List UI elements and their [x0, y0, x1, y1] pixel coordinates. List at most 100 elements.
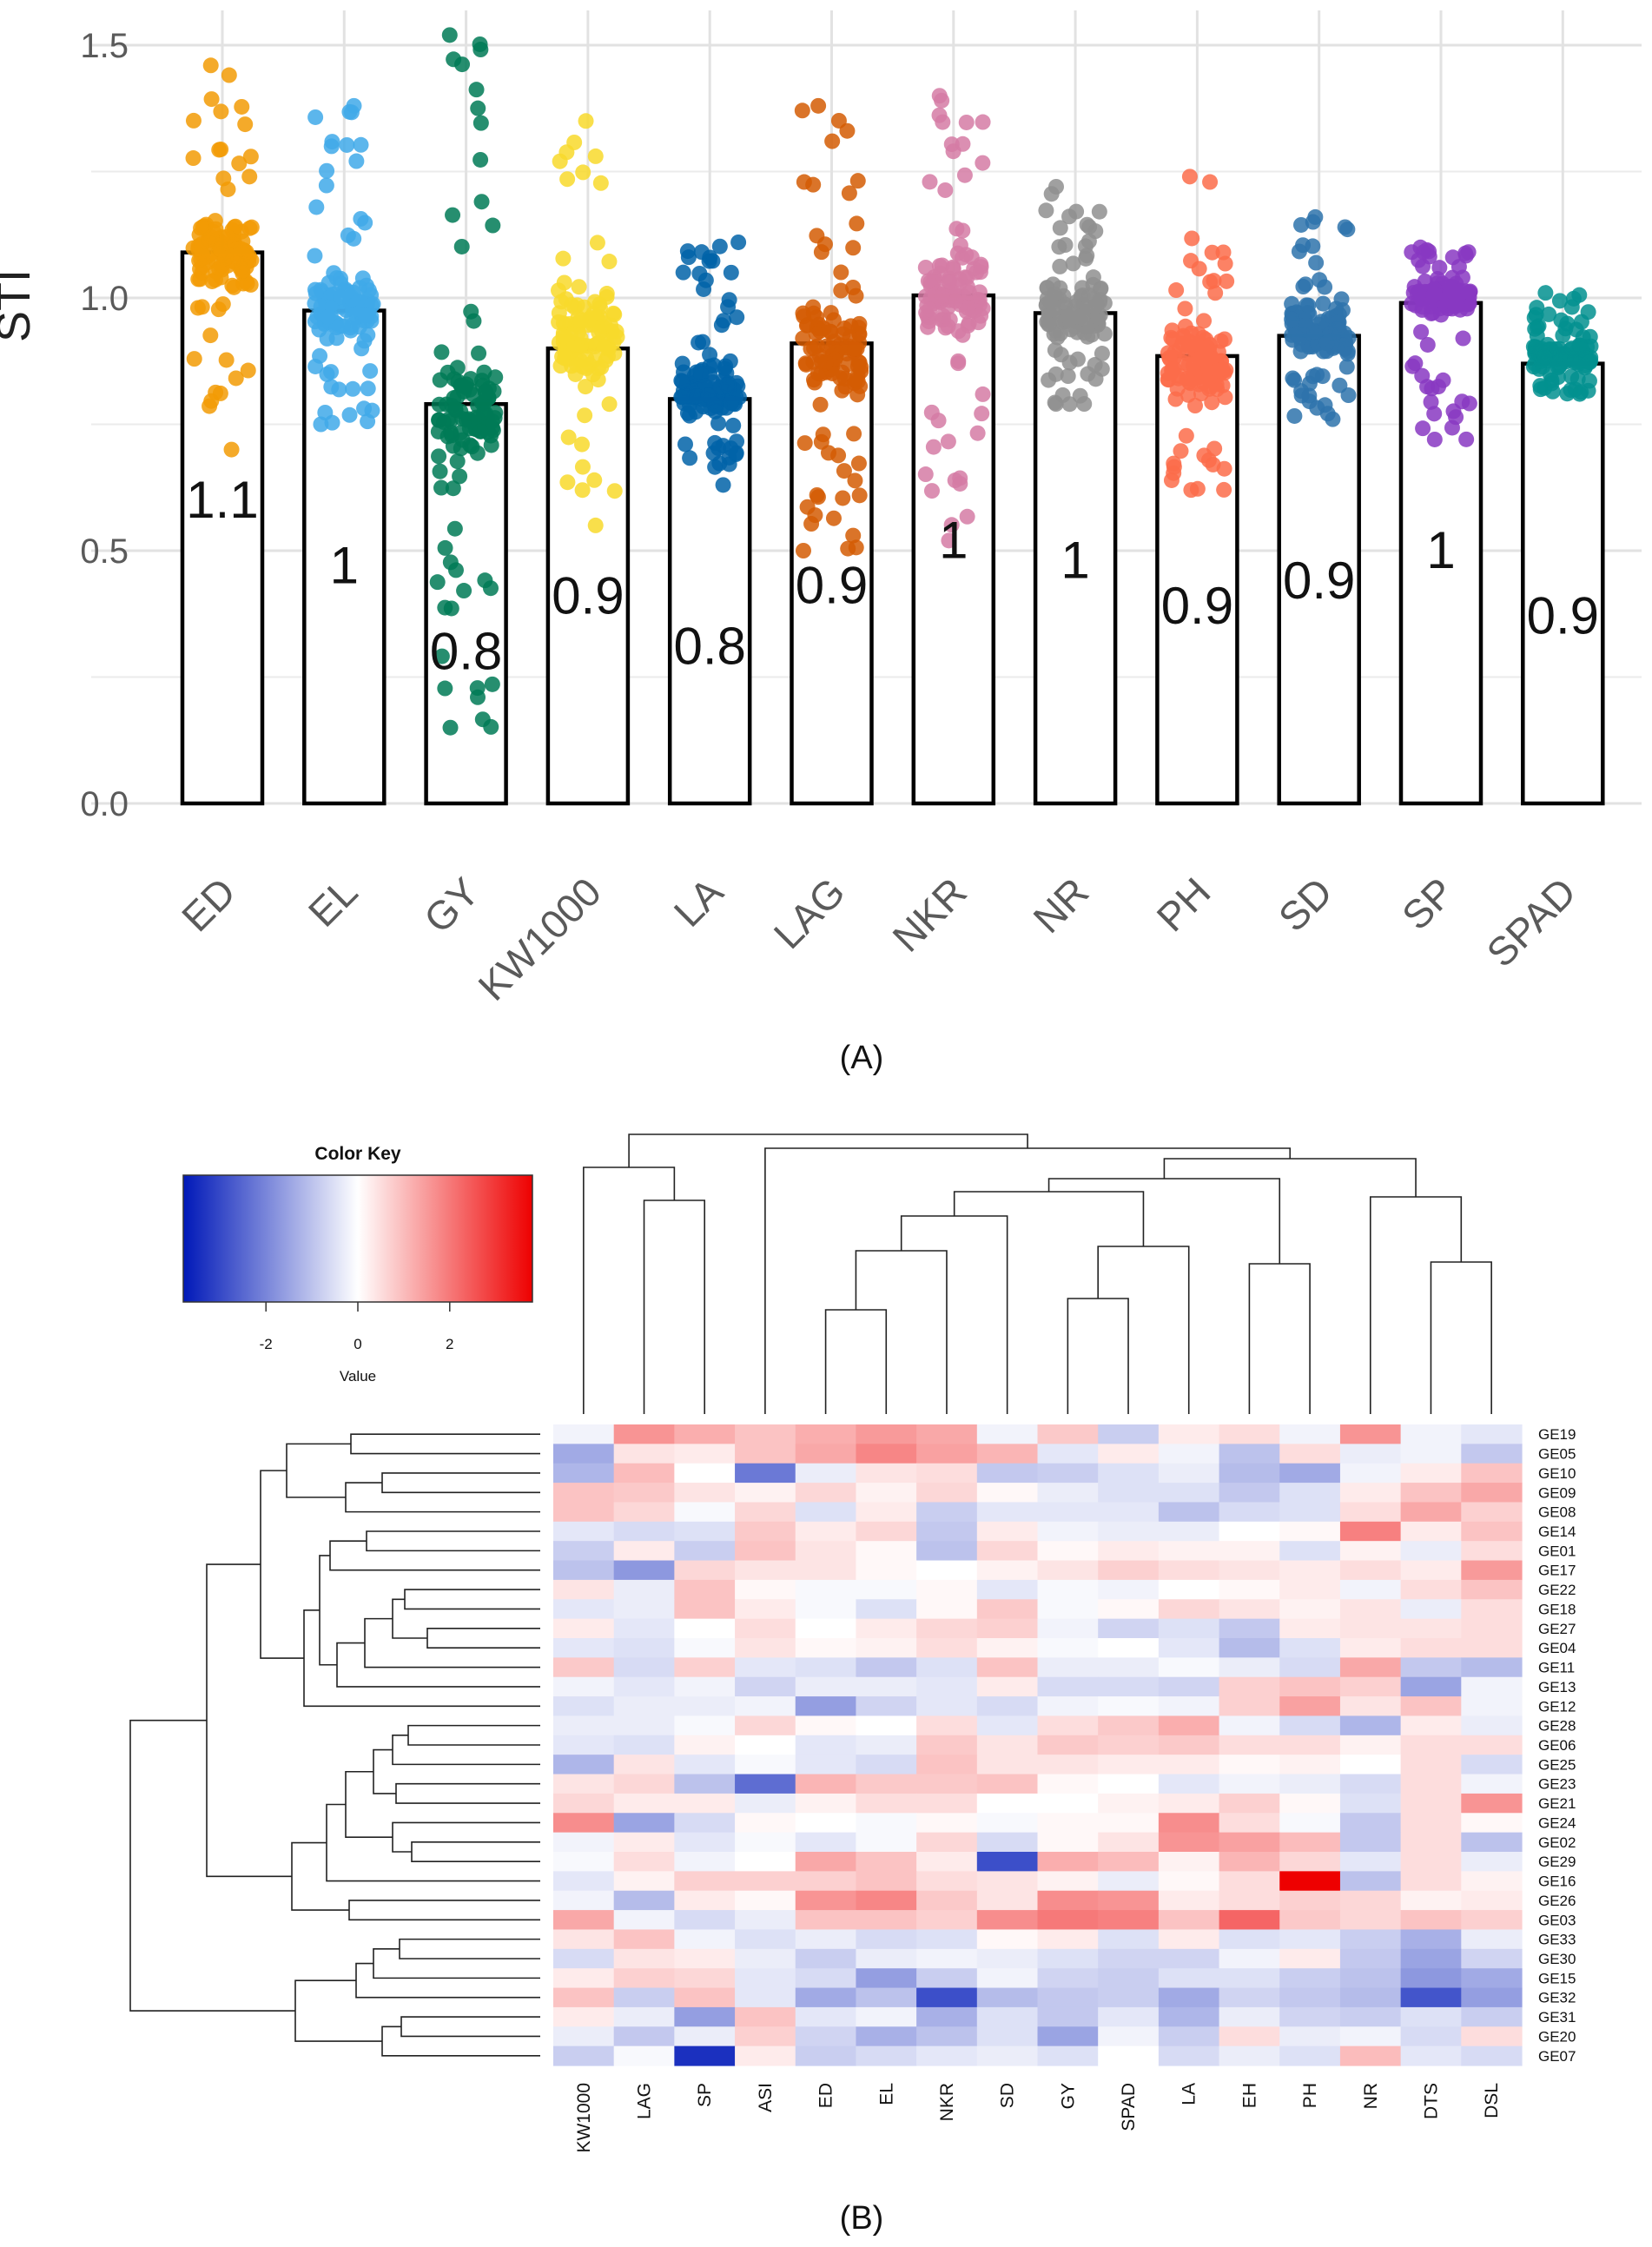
heatmap-cell: [795, 2006, 857, 2027]
dendrogram-branch: [392, 1598, 427, 1639]
heatmap-cell: [1400, 1832, 1462, 1853]
heatmap-cell: [1339, 1560, 1402, 1581]
point-PH: [1214, 377, 1231, 393]
heatmap-cell: [1098, 1871, 1160, 1892]
bar-label-SD: 0.9: [1283, 552, 1355, 610]
heatmap-cell: [1461, 2045, 1523, 2066]
point-EL: [332, 270, 348, 287]
heatmap-cell: [1158, 1502, 1220, 1523]
point-SD: [1300, 297, 1317, 314]
column-label-NR: NR: [1361, 2083, 1381, 2109]
point-NR: [1081, 287, 1098, 303]
point-LAG: [812, 396, 829, 413]
point-PH: [1178, 427, 1194, 444]
heatmap-cell: [795, 1463, 857, 1484]
heatmap-cell: [1339, 1579, 1402, 1600]
point-ED: [232, 260, 248, 276]
point-NKR: [975, 114, 991, 130]
heatmap-cell: [1461, 1599, 1523, 1620]
point-PH: [1177, 301, 1193, 317]
point-PH: [1204, 244, 1220, 261]
point-NR: [1085, 269, 1101, 286]
heatmap-cell: [1219, 1521, 1280, 1542]
heatmap-cell: [856, 1987, 917, 2008]
point-LAG: [853, 359, 869, 375]
heatmap-cell: [856, 1579, 917, 1600]
point-ED: [231, 155, 248, 172]
heatmap-cell: [976, 2006, 1039, 2027]
point-LAG: [824, 133, 841, 149]
heatmap-cell: [1279, 1579, 1341, 1600]
heatmap-cell: [1339, 1463, 1402, 1484]
heatmap-cell: [1219, 1910, 1280, 1931]
heatmap-cell: [916, 1676, 978, 1697]
point-KW1000: [578, 379, 594, 395]
point-LAG: [845, 527, 862, 544]
heatmap-cell: [1037, 1541, 1099, 1562]
dendrogram-branch: [392, 1735, 540, 1766]
x-tick-SP: SP: [1393, 869, 1463, 938]
heatmap-cell: [1098, 1987, 1160, 2008]
heatmap-cell: [795, 1832, 857, 1853]
bar-label-SPAD: 0.9: [1527, 587, 1599, 645]
point-SP: [1426, 431, 1443, 447]
point-NR: [1094, 346, 1110, 362]
heatmap-cell: [613, 1657, 675, 1678]
point-NKR: [925, 439, 942, 455]
heatmap-cell: [1279, 1444, 1341, 1464]
heatmap-cell: [795, 1735, 857, 1755]
heatmap-cell: [553, 1618, 615, 1639]
heatmap-cell: [553, 1774, 615, 1794]
heatmap-cell: [1037, 1676, 1099, 1697]
heatmap-cell: [1158, 1579, 1220, 1600]
point-GY: [446, 390, 462, 406]
heatmap-cell: [674, 1852, 736, 1872]
dendrogram-branch: [336, 1642, 540, 1688]
heatmap-cell: [1037, 1560, 1099, 1581]
point-NKR: [956, 167, 973, 183]
heatmap-cell: [856, 1715, 917, 1736]
column-label-DSL: DSL: [1482, 2083, 1502, 2118]
point-KW1000: [574, 459, 591, 475]
point-ED: [239, 275, 255, 292]
bar-label-NKR: 1: [939, 511, 968, 569]
heatmap-cell: [674, 2006, 736, 2027]
point-LAG: [833, 264, 849, 281]
point-ED: [186, 351, 202, 367]
heatmap-cell: [1098, 1618, 1160, 1639]
heatmap-cell: [613, 1463, 675, 1484]
point-PH: [1184, 230, 1200, 247]
heatmap-cell: [1158, 1444, 1220, 1464]
heatmap-cell: [1037, 1929, 1099, 1950]
heatmap-cell: [1400, 1852, 1462, 1872]
heatmap-cell: [1158, 1910, 1220, 1931]
heatmap-cell: [1219, 1793, 1280, 1814]
point-SP: [1455, 330, 1471, 347]
dendrogram-branch: [1067, 1298, 1129, 1414]
heatmap-cell: [613, 1735, 675, 1755]
point-LAG: [841, 185, 857, 202]
heatmap-cell: [916, 2006, 978, 2027]
heatmap-cell: [1461, 1696, 1523, 1717]
heatmap-cell: [856, 1560, 917, 1581]
heatmap-cell: [1339, 1832, 1402, 1853]
heatmap-cell: [795, 1618, 857, 1639]
heatmap-cell: [856, 1424, 917, 1444]
heatmap-cell: [1279, 2006, 1341, 2027]
heatmap-cell: [916, 1715, 978, 1736]
heatmap-cell: [674, 1910, 736, 1931]
heatmap-cell: [1339, 1696, 1402, 1717]
x-tick-PH: PH: [1148, 869, 1219, 940]
heatmap-cell: [916, 1755, 978, 1775]
point-GY: [463, 303, 479, 320]
heatmap-cell: [1037, 1910, 1099, 1931]
color-key-xlabel: Value: [340, 1368, 376, 1385]
heatmap-cell: [553, 2045, 615, 2066]
point-SD: [1339, 346, 1356, 362]
point-NKR: [922, 174, 938, 190]
point-PH: [1173, 443, 1189, 459]
point-SD: [1315, 295, 1332, 312]
point-SPAD: [1567, 354, 1583, 371]
column-labels: KW1000 LAG SP ASI ED EL NKR SD GY SPAD LA EH PH NR DTS…: [574, 2083, 1502, 2153]
heatmap-cell: [1219, 1968, 1280, 1989]
